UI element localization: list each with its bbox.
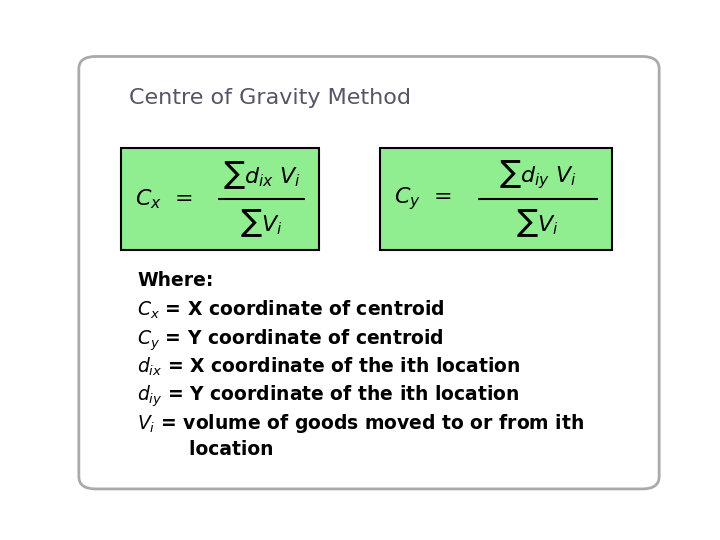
Text: $d_{iy}$ = Y coordinate of the ith location: $d_{iy}$ = Y coordinate of the ith locat… <box>138 384 520 409</box>
Text: location: location <box>138 440 274 459</box>
Text: Where:: Where: <box>138 271 214 289</box>
Text: $\sum V_i$: $\sum V_i$ <box>240 207 283 239</box>
FancyBboxPatch shape <box>79 57 660 489</box>
Text: Centre of Gravity Method: Centre of Gravity Method <box>129 87 411 107</box>
Text: $\sum d_{iy}\ V_i$: $\sum d_{iy}\ V_i$ <box>499 158 577 191</box>
Text: $d_{ix}$ = X coordinate of the ith location: $d_{ix}$ = X coordinate of the ith locat… <box>138 355 521 378</box>
Text: $C_x$  =: $C_x$ = <box>135 187 192 211</box>
FancyBboxPatch shape <box>121 148 319 250</box>
Text: $\sum d_{ix}\ V_i$: $\sum d_{ix}\ V_i$ <box>222 159 301 191</box>
Text: $C_y$  =: $C_y$ = <box>394 186 452 212</box>
Text: $C_x$ = X coordinate of centroid: $C_x$ = X coordinate of centroid <box>138 299 445 321</box>
Text: $V_i$ = volume of goods moved to or from ith: $V_i$ = volume of goods moved to or from… <box>138 412 585 435</box>
Text: $\sum V_i$: $\sum V_i$ <box>516 207 559 239</box>
Text: $C_y$ = Y coordinate of centroid: $C_y$ = Y coordinate of centroid <box>138 327 444 353</box>
FancyBboxPatch shape <box>380 148 612 250</box>
